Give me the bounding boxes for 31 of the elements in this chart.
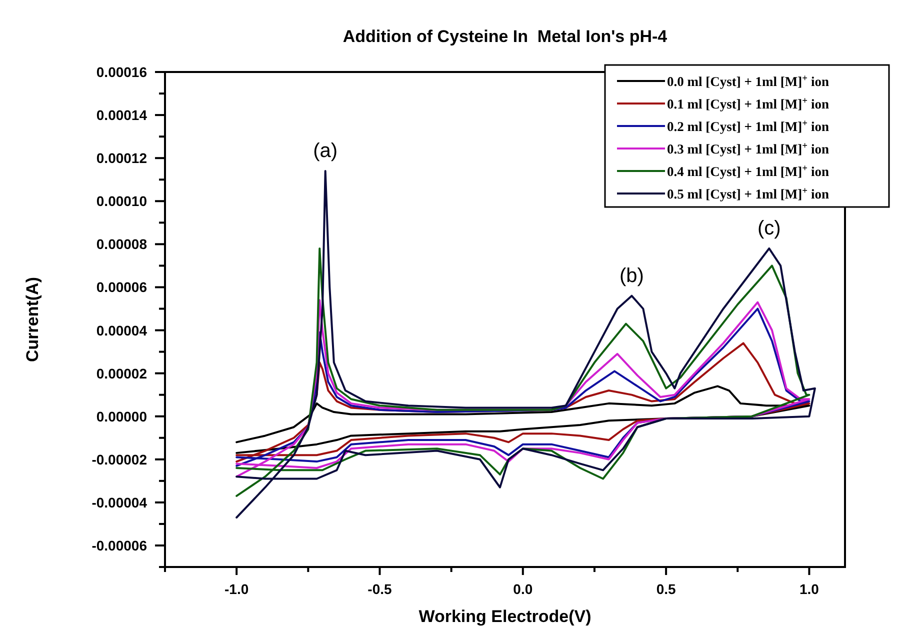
y-tick-label: 0.00014	[96, 107, 148, 124]
annotation: (a)	[313, 140, 338, 162]
y-tick-label: 0.00004	[96, 322, 148, 338]
line-series	[236, 385, 810, 454]
y-tick-label: 0.00012	[96, 150, 148, 166]
annotation: (c)	[757, 217, 781, 240]
legend-label: 0.1 ml [Cyst] + 1ml [M]$^{+}$ ion	[667, 96, 830, 112]
x-axis-title: Working Electrode(V)	[418, 607, 592, 626]
x-tick-label: -1.0	[224, 581, 249, 597]
legend-label: 0.5 ml [Cyst] + 1ml [M]$^{+}$ ion	[667, 186, 830, 202]
y-tick-label: 0.00016	[96, 64, 148, 80]
x-tick-label: -0.5	[368, 581, 392, 597]
legend-label: 0.3 ml [Cyst] + 1ml [M]$^{+}$ ion	[667, 142, 830, 156]
legend-label: 0.0 ml [Cyst] + 1ml [M]$^{+}$ ion	[667, 74, 830, 89]
annotation: (b)	[619, 264, 644, 287]
y-tick-label: 0.00006	[96, 279, 148, 296]
y-tick-label: 0.00008	[96, 236, 148, 252]
x-tick-label: 1.0	[799, 581, 820, 597]
line-series	[236, 247, 810, 497]
y-tick-label: -0.00006	[92, 537, 148, 554]
y-axis-title: Current(A)	[23, 277, 42, 362]
legend-label: 0.2 ml [Cyst] + 1ml [M]$^{+}$ ion	[667, 119, 830, 134]
y-tick-label: 0.00010	[96, 193, 148, 210]
x-tick-label: 0.0	[513, 581, 533, 597]
x-tick-label: 0.5	[656, 581, 676, 597]
legend-label: 0.4 ml [Cyst] + 1ml [M]$^{+}$ ion	[667, 164, 830, 179]
y-tick-label: 0.00000	[96, 408, 148, 424]
y-tick-label: -0.00002	[92, 451, 148, 468]
y-tick-label: 0.00002	[96, 365, 148, 382]
y-tick-label: -0.00004	[92, 494, 148, 510]
chart-title: Addition of Cysteine In Metal Ion's pH-4	[342, 27, 668, 46]
